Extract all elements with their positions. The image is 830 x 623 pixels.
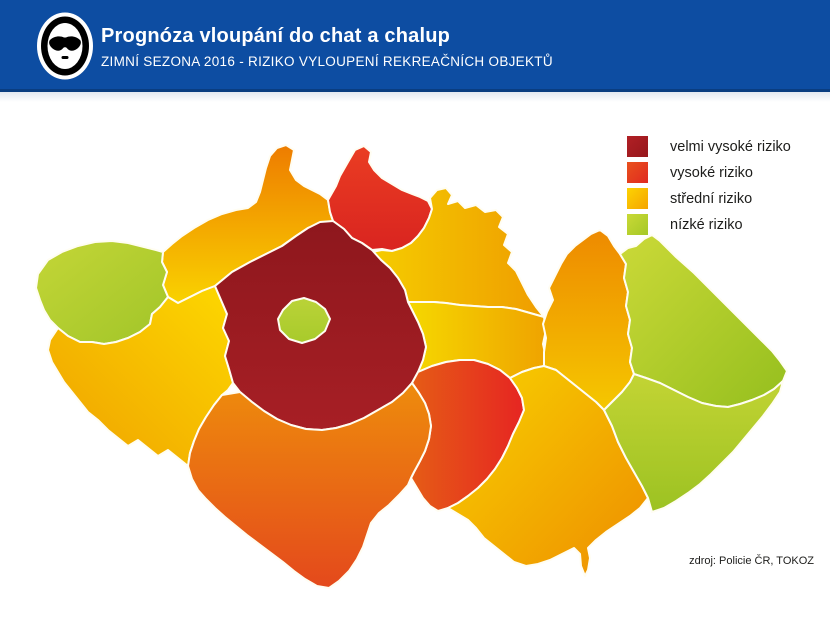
region-liberecky: [327, 145, 433, 252]
region-jihomoravsky: [447, 365, 649, 577]
header: Prognóza vloupání do chat a chalup ZIMNÍ…: [0, 0, 830, 92]
legend-swatch-velmi-vysoke-icon: [627, 136, 648, 157]
legend-swatch-nizke-icon: [627, 214, 648, 235]
risk-legend: velmi vysoké riziko vysoké riziko středn…: [627, 136, 791, 240]
legend-item-vysoke: vysoké riziko: [627, 162, 791, 183]
legend-item-nizke: nízké riziko: [627, 214, 791, 235]
legend-label-velmi-vysoke: velmi vysoké riziko: [670, 138, 791, 155]
legend-item-velmi-vysoke: velmi vysoké riziko: [627, 136, 791, 157]
region-praha: [277, 297, 331, 344]
page-title: Prognóza vloupání do chat a chalup: [101, 25, 451, 47]
header-shadow: [0, 92, 830, 102]
header-text: Prognóza vloupání do chat a chalup ZIMNÍ…: [101, 24, 553, 69]
legend-label-nizke: nízké riziko: [670, 216, 743, 233]
region-jihocesky: [187, 382, 432, 589]
legend-swatch-stredni-icon: [627, 188, 648, 209]
region-zlinsky: [603, 373, 784, 513]
page-subtitle: ZIMNÍ SEZONA 2016 - RIZIKO VYLOUPENÍ REK…: [101, 54, 553, 69]
legend-label-vysoke: vysoké riziko: [670, 164, 753, 181]
burglar-mask-icon: [36, 12, 94, 85]
source-note: zdroj: Policie ČR, TOKOZ: [689, 555, 814, 567]
legend-swatch-vysoke-icon: [627, 162, 648, 183]
legend-item-stredni: střední riziko: [627, 188, 791, 209]
legend-label-stredni: střední riziko: [670, 190, 753, 207]
